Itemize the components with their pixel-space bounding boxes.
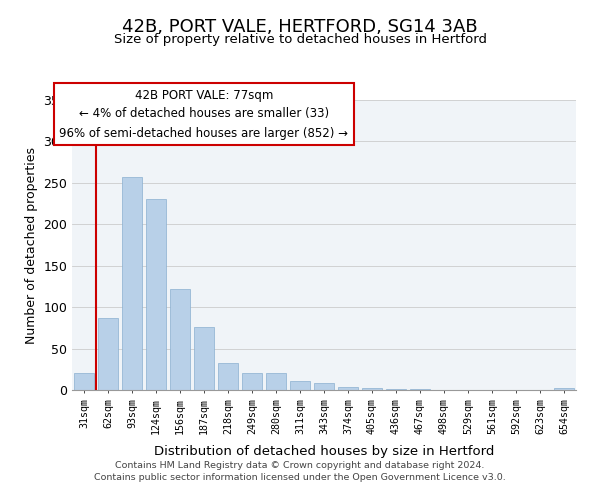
Text: Contains HM Land Registry data © Crown copyright and database right 2024.
Contai: Contains HM Land Registry data © Crown c…: [94, 461, 506, 482]
Y-axis label: Number of detached properties: Number of detached properties: [25, 146, 38, 344]
Bar: [410, 389, 430, 390]
X-axis label: Distribution of detached houses by size in Hertford: Distribution of detached houses by size …: [154, 445, 494, 458]
Bar: [98, 318, 118, 390]
Bar: [362, 388, 382, 390]
Bar: [242, 374, 262, 390]
Bar: [314, 382, 334, 390]
Bar: [338, 386, 358, 390]
Bar: [218, 362, 238, 390]
Text: 42B PORT VALE: 77sqm
← 4% of detached houses are smaller (33)
96% of semi-detach: 42B PORT VALE: 77sqm ← 4% of detached ho…: [59, 88, 349, 140]
Text: 42B, PORT VALE, HERTFORD, SG14 3AB: 42B, PORT VALE, HERTFORD, SG14 3AB: [122, 18, 478, 36]
Bar: [122, 177, 142, 390]
Bar: [266, 374, 286, 390]
Bar: [194, 327, 214, 390]
Bar: [170, 289, 190, 390]
Bar: [290, 381, 310, 390]
Bar: [74, 374, 94, 390]
Text: Size of property relative to detached houses in Hertford: Size of property relative to detached ho…: [113, 32, 487, 46]
Bar: [554, 388, 574, 390]
Bar: [146, 198, 166, 390]
Bar: [386, 389, 406, 390]
